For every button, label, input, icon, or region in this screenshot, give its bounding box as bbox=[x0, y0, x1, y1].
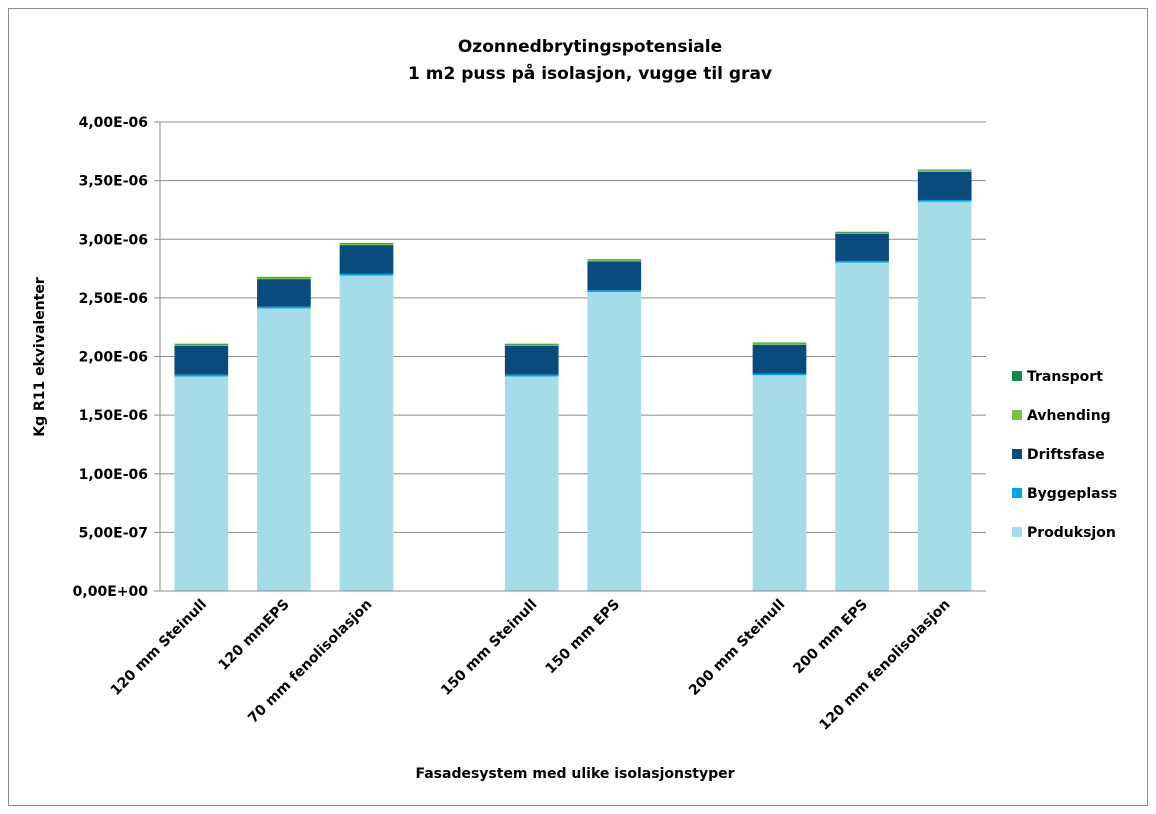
bar-segment-avhending bbox=[339, 243, 394, 246]
legend-label-driftsfase: Driftsfase bbox=[1027, 447, 1105, 463]
legend-swatch-byggeplass bbox=[1012, 488, 1022, 498]
y-axis-label: Kg R11 ekvivalenter bbox=[32, 277, 48, 437]
bar-segment-byggeplass bbox=[257, 306, 311, 309]
bar-segment-byggeplass bbox=[174, 374, 229, 377]
x-tick-label: 120 mm Steinull bbox=[108, 597, 210, 699]
bar-segment-produksjon bbox=[752, 375, 807, 591]
bar-segment-transport bbox=[339, 242, 394, 244]
bar-segment-transport bbox=[257, 276, 311, 278]
legend-label-transport: Transport bbox=[1027, 369, 1103, 385]
bar-segment-produksjon bbox=[504, 376, 559, 591]
legend-swatch-avhending bbox=[1012, 410, 1022, 420]
bar-segment-transport bbox=[174, 343, 229, 345]
x-tick-label: 200 mm EPS bbox=[790, 597, 871, 678]
bar-segment-driftsfase bbox=[504, 345, 559, 375]
bar-segment-avhending bbox=[257, 277, 311, 280]
bar-segment-byggeplass bbox=[752, 373, 807, 376]
x-tick-label: 120 mm fenolisolasjon bbox=[816, 597, 953, 734]
legend-swatch-produksjon bbox=[1012, 527, 1022, 537]
bar-segment-produksjon bbox=[587, 292, 642, 591]
bar-segment-avhending bbox=[835, 232, 889, 234]
bar-segment-driftsfase bbox=[917, 171, 972, 200]
chart-title-line-2: 1 m2 puss på isolasjon, vugge til grav bbox=[408, 62, 772, 84]
x-tick-label: 120 mmEPS bbox=[216, 597, 293, 674]
legend-label-avhending: Avhending bbox=[1027, 408, 1111, 424]
legend-label-byggeplass: Byggeplass bbox=[1027, 486, 1117, 502]
bar-segment-avhending bbox=[917, 170, 972, 172]
y-tick-label: 1,50E-06 bbox=[79, 408, 148, 424]
y-tick-labels: 0,00E+00 5,00E-07 1,00E-06 1,50E-06 2,00E-06… bbox=[73, 115, 149, 600]
axes bbox=[159, 122, 986, 592]
legend-label-produksjon: Produksjon bbox=[1027, 525, 1116, 541]
bar-segment-driftsfase bbox=[174, 345, 229, 375]
bar-segment-transport bbox=[587, 259, 642, 261]
bar-segment-avhending bbox=[504, 344, 559, 346]
chart-title-line-1: Ozonnedbrytingspotensiale bbox=[458, 37, 722, 57]
bar-segment-transport bbox=[835, 231, 889, 233]
bar-segment-byggeplass bbox=[917, 199, 972, 202]
bar-segment-avhending bbox=[752, 343, 807, 345]
y-tick-label: 1,00E-06 bbox=[79, 467, 148, 483]
bar-segment-transport bbox=[752, 342, 807, 344]
bar-segment-avhending bbox=[174, 344, 229, 346]
bar-segment-byggeplass bbox=[504, 374, 559, 377]
bar-segment-byggeplass bbox=[587, 290, 642, 293]
x-tick-label: 200 mm Steinull bbox=[686, 597, 788, 699]
chart-title: Ozonnedbrytingspotensiale 1 m2 puss på i… bbox=[408, 37, 772, 84]
x-axis-label: Fasadesystem med ulike isolasjonstyper bbox=[415, 766, 734, 782]
legend-swatch-driftsfase bbox=[1012, 449, 1022, 459]
bar-segment-produksjon bbox=[339, 275, 394, 591]
y-tick-label: 2,50E-06 bbox=[79, 291, 148, 307]
x-tick-label: 150 mm Steinull bbox=[438, 597, 540, 699]
bar-segment-produksjon bbox=[917, 201, 972, 592]
y-tick-label: 3,50E-06 bbox=[79, 174, 148, 190]
bars bbox=[174, 169, 972, 592]
bar-segment-byggeplass bbox=[339, 273, 394, 276]
legend: Transport Avhending Driftsfase Byggeplass Pr… bbox=[1012, 369, 1117, 541]
y-tick-label: 2,00E-06 bbox=[79, 350, 148, 366]
y-tick-label: 4,00E-06 bbox=[79, 115, 148, 131]
y-tick-label: 3,00E-06 bbox=[79, 232, 148, 248]
x-tick-label: 150 mm EPS bbox=[542, 597, 623, 678]
bar-segment-transport bbox=[917, 169, 972, 171]
bar-segment-driftsfase bbox=[257, 279, 311, 307]
bar-segment-produksjon bbox=[835, 262, 889, 591]
bar-segment-driftsfase bbox=[752, 344, 807, 374]
bar-segment-produksjon bbox=[174, 376, 229, 591]
bar-segment-byggeplass bbox=[835, 260, 889, 263]
bar-segment-driftsfase bbox=[835, 233, 889, 261]
y-tick-label: 5,00E-07 bbox=[79, 525, 148, 541]
y-tick-label: 0,00E+00 bbox=[73, 584, 149, 600]
bar-segment-produksjon bbox=[257, 308, 311, 591]
bar-segment-driftsfase bbox=[587, 261, 642, 291]
bar-segment-avhending bbox=[587, 260, 642, 262]
bar-segment-transport bbox=[504, 343, 559, 345]
bar-segment-driftsfase bbox=[339, 245, 394, 274]
legend-swatch-transport bbox=[1012, 371, 1022, 381]
